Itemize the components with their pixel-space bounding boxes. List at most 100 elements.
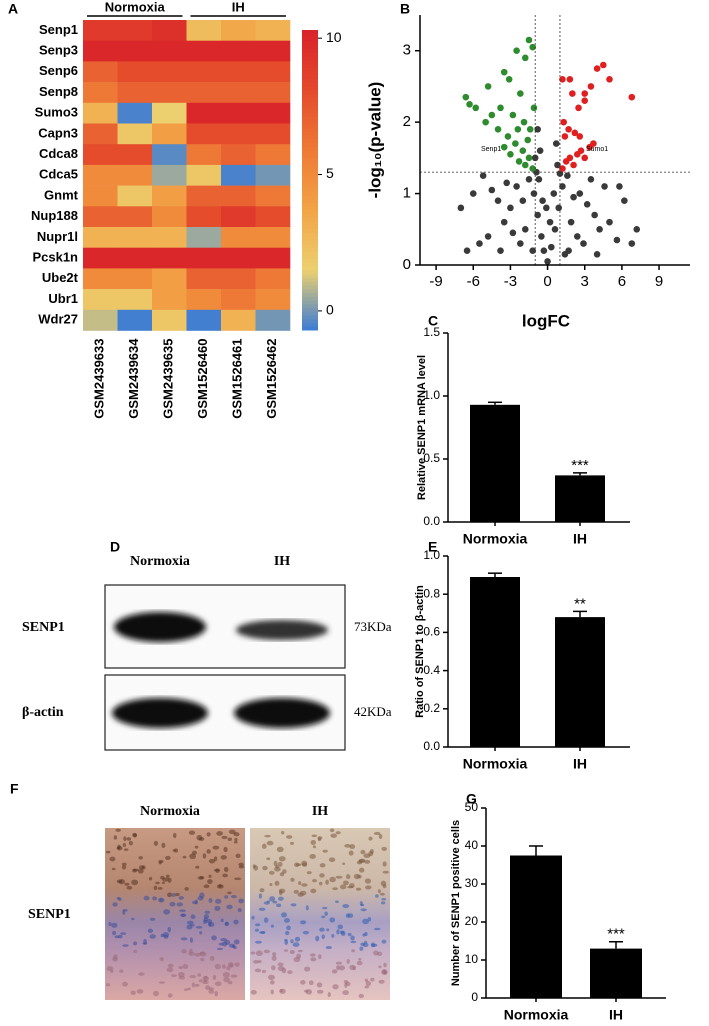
colorbar-slice [302,285,318,290]
x-tick-label: 0 [543,273,551,290]
row-label: Wdr27 [38,312,78,327]
blot-band [234,698,330,728]
cell-nucleus [183,988,189,992]
point [567,218,575,226]
blot-band [112,698,208,728]
cell-nucleus [136,989,144,994]
point [525,154,533,162]
colorbar-slice [302,292,318,297]
heatmap-cell [221,268,256,290]
row-label: Senp3 [39,42,78,57]
colorbar-slice [302,63,318,68]
panel-letter: A [8,1,18,17]
cell-nucleus [123,848,129,851]
point [565,247,572,255]
x-tick-label: IH [573,531,587,547]
cell-nucleus [213,868,221,872]
blot-row-label: SENP1 [22,620,65,635]
cell-nucleus [250,989,257,995]
cell-nucleus [322,906,328,910]
row-label: Senp1 [39,22,78,37]
cell-nucleus [159,957,165,962]
bar [470,404,520,522]
cell-nucleus [351,949,355,953]
cell-nucleus [160,875,165,880]
cell-nucleus [226,904,233,910]
colorbar-slice [302,262,318,267]
colorbar-slice [302,131,318,136]
cell-nucleus [325,879,329,885]
y-tick-label: 1.5 [423,325,440,339]
cell-nucleus [180,937,188,941]
point [517,240,524,247]
cell-nucleus [122,944,129,947]
significance-label: *** [607,926,625,943]
heatmap-cell [83,82,118,104]
cell-nucleus [310,957,317,962]
y-tick-label: 2 [403,113,411,130]
cell-nucleus [300,980,306,985]
panel-letter: E [428,539,437,555]
cell-nucleus [138,865,145,870]
heatmap-cell [117,185,153,207]
cell-nucleus [378,979,385,984]
cell-nucleus [365,980,372,987]
cell-nucleus [304,989,309,993]
point [561,133,569,140]
x-axis-label: logFC [522,311,570,330]
panel-letter: G [466,791,477,807]
heatmap-cell [117,82,153,104]
cell-nucleus [133,941,138,946]
blot-size-label: 73KDa [354,619,392,634]
colorbar-slice [302,251,318,256]
cell-nucleus [327,992,331,998]
cell-nucleus [234,837,238,842]
cell-nucleus [203,884,210,889]
cell-nucleus [316,982,323,988]
point [517,90,524,97]
colorbar-slice [302,71,318,76]
cell-nucleus [264,834,271,838]
point [534,125,541,133]
cell-nucleus [216,947,224,951]
colorbar-slice [302,82,318,87]
point [525,36,533,44]
colorbar-slice [302,221,318,226]
cell-nucleus [266,857,271,861]
row-label: Nupr1l [37,229,78,244]
heatmap-cell [186,123,222,145]
point [500,218,508,226]
cell-nucleus [117,844,121,849]
cell-nucleus [237,908,242,913]
point [476,240,483,247]
heatmap-cell [117,227,153,248]
blot-row-label: β-actin [22,705,64,720]
heatmap-cell [255,289,291,311]
cell-nucleus [197,973,202,977]
heatmap-cell [152,309,187,331]
cell-nucleus [306,871,312,875]
cell-nucleus [298,881,302,886]
heatmap-cell [186,247,222,269]
cell-nucleus [304,966,311,972]
heatmap-cell [83,102,118,124]
cell-nucleus [261,969,267,974]
heatmap-cell [152,289,187,311]
cell-nucleus [111,867,116,871]
cell-nucleus [115,828,121,832]
point [581,90,589,97]
cell-nucleus [310,953,316,957]
cell-nucleus [113,954,118,960]
heatmap-cell [117,144,153,166]
heatmap-cell [83,123,118,145]
cell-nucleus [123,836,127,842]
point [554,161,561,169]
heatmap-cell [221,61,256,83]
point [509,229,517,237]
heatmap-cell [152,227,187,248]
heatmap-cell [83,144,118,166]
heatmap-cell [83,20,118,41]
colorbar-slice [302,168,318,173]
column-label: GSM2439633 [92,339,107,419]
